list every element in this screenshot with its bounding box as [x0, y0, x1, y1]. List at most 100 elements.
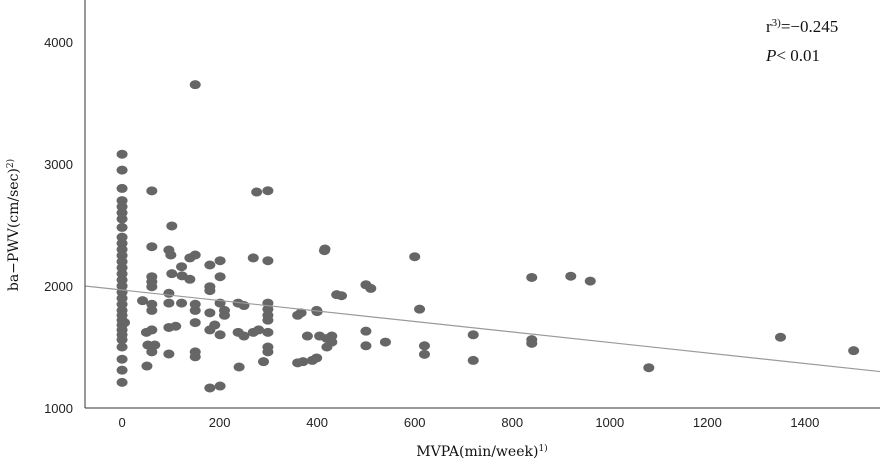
- p-annotation: P< 0.01: [765, 46, 820, 65]
- data-point: [467, 330, 479, 340]
- data-point: [163, 298, 175, 308]
- data-point: [189, 80, 201, 90]
- data-point: [116, 335, 128, 345]
- data-point: [292, 310, 304, 320]
- data-point: [204, 308, 216, 318]
- x-axis-label: MVPA(min/week)1): [416, 443, 547, 460]
- data-point: [262, 347, 274, 357]
- data-point: [848, 346, 860, 356]
- x-tick-label: 1000: [595, 415, 624, 430]
- data-point: [146, 305, 158, 315]
- y-ticks: 1000 2000 3000 4000: [44, 35, 73, 416]
- data-point: [204, 286, 216, 296]
- data-point: [116, 365, 128, 375]
- r-annotation: r3)=−0.245: [766, 17, 838, 36]
- y-tick-label: 4000: [44, 35, 73, 50]
- data-point: [214, 272, 226, 282]
- data-point: [306, 355, 318, 365]
- data-point: [189, 305, 201, 315]
- data-point: [146, 325, 158, 335]
- x-tick-label: 800: [501, 415, 523, 430]
- data-point: [146, 347, 158, 357]
- data-point: [262, 315, 274, 325]
- data-point: [336, 291, 348, 301]
- y-tick-label: 1000: [44, 401, 73, 416]
- data-point: [262, 327, 274, 337]
- regression-line: [84, 285, 881, 373]
- data-point: [247, 253, 259, 263]
- data-point: [379, 337, 391, 347]
- data-point: [116, 222, 128, 232]
- data-point: [418, 341, 430, 351]
- data-point: [116, 342, 128, 352]
- data-point: [214, 256, 226, 266]
- data-point: [321, 342, 333, 352]
- data-point: [414, 304, 426, 314]
- data-point: [565, 271, 577, 281]
- x-ticks: 0 200 400 600 800 1000 1200 1400: [118, 415, 819, 430]
- data-point: [146, 186, 158, 196]
- data-point: [116, 377, 128, 387]
- y-axis-label: ba−PWV(cm/sec)2): [5, 159, 22, 291]
- data-point: [204, 260, 216, 270]
- data-point: [301, 331, 313, 341]
- data-point: [214, 381, 226, 391]
- data-point: [170, 321, 182, 331]
- data-point: [116, 214, 128, 224]
- data-point: [584, 276, 596, 286]
- data-point: [204, 383, 216, 393]
- data-point: [251, 187, 263, 197]
- data-point: [189, 352, 201, 362]
- data-point: [409, 252, 421, 262]
- data-point: [163, 288, 175, 298]
- x-tick-label: 200: [209, 415, 231, 430]
- data-point: [643, 363, 655, 373]
- data-point: [184, 274, 196, 284]
- y-tick-label: 3000: [44, 157, 73, 172]
- data-point: [253, 325, 265, 335]
- data-point: [137, 296, 149, 306]
- data-point: [311, 307, 323, 317]
- data-point: [526, 272, 538, 282]
- y-tick-label: 2000: [44, 279, 73, 294]
- data-point: [176, 298, 188, 308]
- data-point: [418, 349, 430, 359]
- data-point: [365, 283, 377, 293]
- data-point: [116, 149, 128, 159]
- data-point: [360, 341, 372, 351]
- data-point: [467, 355, 479, 365]
- data-point: [775, 332, 787, 342]
- data-point: [166, 221, 178, 231]
- data-point: [292, 358, 304, 368]
- data-point: [166, 269, 178, 279]
- data-point: [238, 331, 250, 341]
- data-point: [258, 357, 270, 367]
- data-point: [209, 320, 221, 330]
- data-point: [146, 242, 158, 252]
- data-point: [214, 330, 226, 340]
- data-point: [321, 333, 333, 343]
- x-tick-label: 1200: [693, 415, 722, 430]
- data-point: [262, 256, 274, 266]
- data-point: [165, 250, 177, 260]
- x-tick-label: 400: [306, 415, 328, 430]
- data-point: [163, 349, 175, 359]
- data-point: [360, 326, 372, 336]
- x-tick-label: 1400: [790, 415, 819, 430]
- data-point: [233, 362, 245, 372]
- data-point: [526, 338, 538, 348]
- data-point: [146, 282, 158, 292]
- data-point: [218, 310, 230, 320]
- data-point: [119, 318, 131, 328]
- data-point: [189, 318, 201, 328]
- data-point: [262, 186, 274, 196]
- x-tick-label: 0: [118, 415, 125, 430]
- data-point: [116, 183, 128, 193]
- points-layer: [116, 80, 860, 393]
- data-point: [116, 354, 128, 364]
- data-point: [116, 165, 128, 175]
- data-point: [141, 361, 153, 371]
- data-point: [318, 246, 330, 256]
- x-tick-label: 600: [404, 415, 426, 430]
